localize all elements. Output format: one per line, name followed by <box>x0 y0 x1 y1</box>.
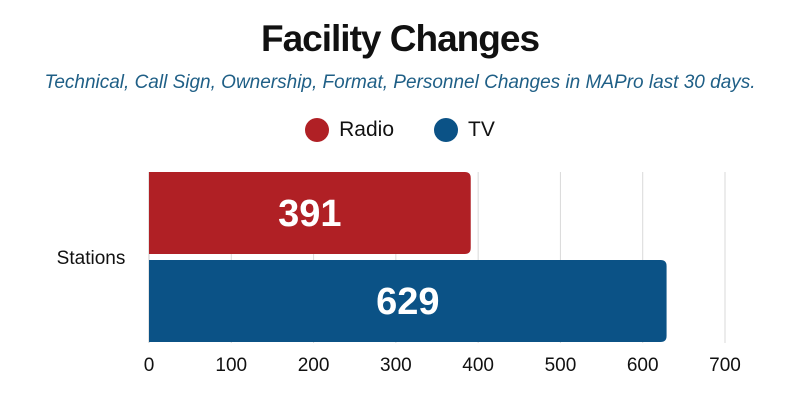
bar-tv <box>149 260 667 342</box>
legend-swatch-radio <box>305 118 330 142</box>
chart-title: Facility Changes <box>260 18 540 59</box>
x-tick-label-600: 600 <box>627 355 659 376</box>
legend-label-radio: Radio <box>339 118 395 141</box>
data-label-radio: 391 <box>278 193 341 235</box>
legend-label-tv: TV <box>468 118 495 141</box>
x-tick-label-200: 200 <box>298 355 330 376</box>
category-label-stations: Stations <box>57 248 126 269</box>
legend-swatch-tv <box>434 118 459 142</box>
x-tick-label-100: 100 <box>215 355 247 376</box>
legend-item-radio: Radio <box>305 118 394 142</box>
chart-subtitle: Technical, Call Sign, Ownership, Format,… <box>44 72 756 93</box>
x-tick-label-700: 700 <box>709 355 741 376</box>
legend-item-tv: TV <box>434 118 495 142</box>
data-label-tv: 629 <box>376 281 439 323</box>
x-tick-label-300: 300 <box>380 355 412 376</box>
chart-legend: Radio TV <box>0 118 800 142</box>
x-tick-label-500: 500 <box>545 355 577 376</box>
x-tick-label-0: 0 <box>144 355 155 376</box>
bar-radio <box>149 172 471 254</box>
x-tick-label-400: 400 <box>462 355 494 376</box>
